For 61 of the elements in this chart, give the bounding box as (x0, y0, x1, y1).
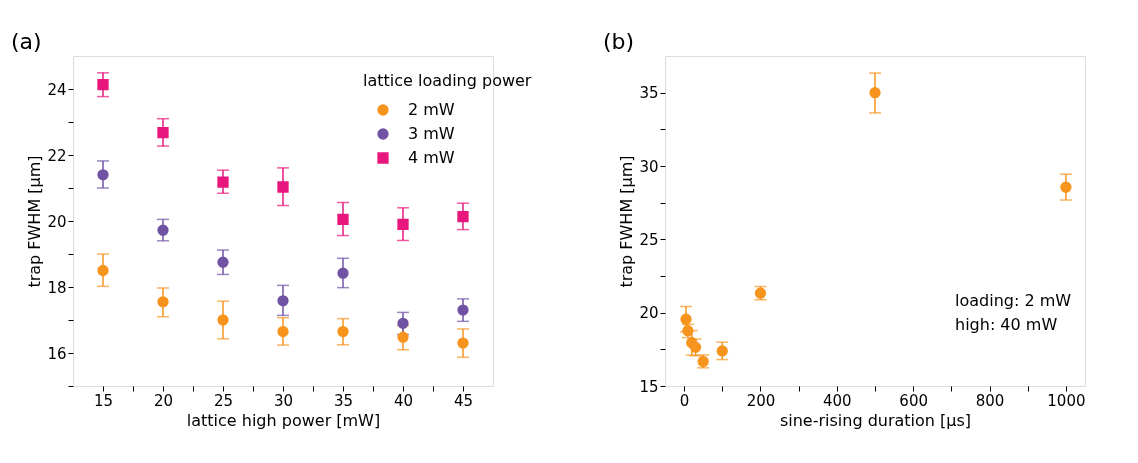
point (277, 295, 289, 307)
y-tick-label: 25 (639, 230, 659, 249)
y-tick-label: 16 (47, 344, 67, 363)
legend-title: lattice loading power (363, 71, 532, 90)
y-tick-label: 35 (639, 84, 659, 103)
point (97, 264, 109, 277)
point (157, 126, 169, 139)
annotation: loading: 2 mW (955, 291, 1072, 310)
text: (b) (603, 29, 635, 54)
y-tick-label: 30 (639, 157, 659, 176)
point (397, 331, 409, 343)
point (337, 267, 349, 279)
point (337, 213, 349, 225)
x-tick-label: 20 (153, 391, 174, 410)
x-tick-label: 1000 (1047, 391, 1086, 410)
point (217, 256, 229, 268)
legend-label: 4 mW (408, 148, 455, 167)
point (1060, 181, 1072, 193)
x-tick-label: 35 (333, 391, 354, 410)
y-tick-label: 20 (47, 212, 67, 231)
legend-label: 3 mW (408, 124, 455, 143)
x-tick-label: 30 (273, 391, 294, 410)
point (157, 296, 169, 308)
x-tick-label: 15 (93, 391, 114, 410)
x-tick-label: 25 (213, 391, 234, 410)
point (397, 317, 409, 329)
point (716, 345, 728, 357)
x-axis-title: lattice high power [mW] (186, 410, 381, 430)
y-axis-title: trap FWHM [µm] (617, 155, 637, 288)
text: (a) (11, 29, 42, 54)
annotation: high: 40 mW (955, 315, 1058, 334)
point (277, 181, 289, 193)
point (157, 224, 169, 236)
point (457, 211, 469, 223)
x-tick-label: 0 (679, 391, 690, 410)
point (97, 169, 109, 181)
point (457, 337, 469, 349)
point (217, 176, 229, 188)
point (97, 79, 109, 91)
y-tick-label: 22 (47, 146, 67, 165)
x-tick-label: 200 (746, 391, 776, 410)
point (869, 87, 881, 99)
point (217, 314, 229, 326)
x-tick-label: 600 (899, 391, 928, 410)
point (680, 313, 692, 325)
legend-label: 2 mW (408, 100, 455, 119)
point (337, 325, 349, 338)
x-axis-title: sine-rising duration [µs] (779, 410, 972, 430)
x-tick-label: 45 (453, 391, 474, 410)
y-tick-label: 24 (47, 80, 67, 99)
point (397, 218, 409, 230)
x-tick-label: 800 (975, 391, 1005, 410)
x-tick-label: 40 (393, 391, 414, 410)
y-tick-label: 18 (47, 278, 67, 297)
y-axis-title: trap FWHM [µm] (25, 155, 45, 288)
y-tick-label: 15 (639, 377, 659, 396)
y-tick-label: 20 (639, 304, 659, 323)
x-tick-label: 400 (823, 391, 852, 410)
point (457, 304, 469, 316)
point (277, 325, 289, 338)
point (689, 341, 702, 353)
